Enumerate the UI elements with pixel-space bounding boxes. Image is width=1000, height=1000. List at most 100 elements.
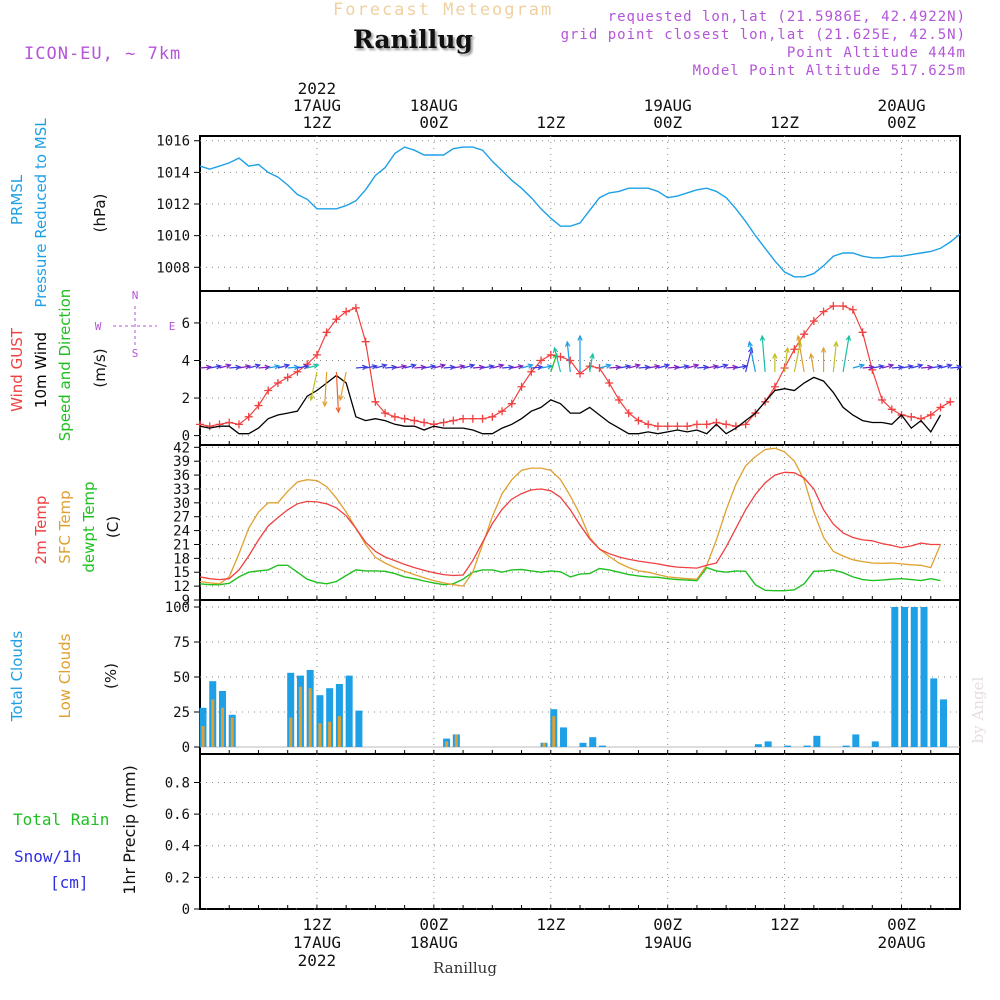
gust-marker [312, 350, 321, 359]
series-wind-gust [199, 305, 951, 427]
gust-marker [692, 420, 701, 429]
wind-arrow [310, 371, 318, 401]
total-clouds-bar [335, 684, 343, 747]
wind-arrowhead [605, 363, 612, 369]
y-tick-label-wind: 4 [182, 353, 190, 369]
grid-point-coords: grid point closest lon,lat (21.625E, 42.… [560, 27, 966, 43]
gust-marker [663, 422, 672, 431]
top-time-label: 00Z [887, 113, 916, 132]
wind-arrowhead [552, 346, 559, 354]
precip-label-rain: Total Rain [13, 810, 109, 829]
wind-arrowhead [478, 364, 486, 371]
wind-arrow [414, 366, 426, 369]
wind-arrow [501, 366, 514, 369]
compass-w: W [95, 320, 102, 333]
wind-arrow [599, 364, 611, 369]
gust-marker [498, 407, 507, 416]
wind-arrowhead [833, 340, 839, 347]
gust-marker [293, 367, 302, 376]
wind-arrowhead [644, 364, 651, 371]
total-clouds-bar [579, 742, 587, 747]
y-tick-label-temp: 15 [173, 565, 190, 581]
y-tick-label-wind: 0 [182, 429, 190, 445]
y-tick-label-temp: 24 [173, 524, 190, 540]
wind-arrowhead [888, 363, 895, 369]
wind-arrowhead [508, 364, 515, 371]
top-time-label: 20AUG [877, 96, 925, 115]
gust-marker [839, 302, 848, 311]
bottom-time-label: 17AUG [293, 933, 341, 952]
wind-arrow [433, 364, 446, 369]
wind-arrow [609, 366, 621, 369]
top-time-label: 00Z [653, 113, 682, 132]
wind-arrowhead [469, 363, 476, 369]
wind-arrowhead [732, 364, 739, 371]
wind-arrowhead [693, 363, 700, 369]
gust-marker [244, 412, 253, 421]
y-tick-label-precip: 0.6 [165, 807, 190, 823]
wind-arrowhead [615, 364, 622, 371]
gust-marker [653, 422, 662, 431]
wind-arrow [745, 347, 753, 373]
low-clouds-bar [220, 707, 224, 747]
requested-coords: requested lon,lat (21.5986E, 42.4922N) [607, 9, 966, 25]
wind-arrow [339, 371, 347, 401]
wind-arrowhead [254, 363, 262, 369]
gust-marker [478, 414, 487, 423]
wind-arrowhead [907, 364, 914, 370]
gust-marker [459, 414, 468, 423]
compass-e: E [169, 320, 176, 333]
wind-arrowhead [820, 346, 827, 353]
total-clouds-bar [871, 741, 879, 747]
gust-marker [488, 412, 497, 421]
wind-arrow [335, 371, 340, 413]
total-clouds-bar [355, 710, 363, 747]
y-tick-label-temp: 18 [173, 551, 190, 567]
wind-arrow [219, 364, 231, 369]
temp-label-dewpt: dewpt Temp [80, 481, 98, 572]
gust-marker [809, 317, 818, 326]
low-clouds-bar [298, 686, 302, 747]
wind-arrowhead [946, 363, 953, 369]
wind-arrow [324, 371, 328, 407]
low-clouds-bar [454, 734, 458, 747]
wind-arrow [355, 366, 367, 369]
wind-arrow [706, 365, 718, 369]
total-clouds-bar [910, 607, 918, 747]
wind-arrowhead [772, 352, 778, 359]
gust-marker [683, 422, 692, 431]
wind-arrow [307, 364, 319, 369]
wind-arrow [550, 353, 558, 373]
credit: by Angel [969, 676, 987, 743]
gust-marker [410, 416, 419, 425]
wind-arrow [482, 365, 494, 369]
wind-arrowhead [459, 364, 466, 370]
total-clouds-bar [813, 735, 821, 747]
y-tick-label-wind: 6 [182, 316, 190, 332]
wind-arrowhead [400, 364, 408, 370]
gust-marker [371, 397, 380, 406]
gust-marker [215, 420, 224, 429]
y-tick-label-pressure: 1008 [156, 260, 190, 276]
wind-arrow [209, 365, 221, 369]
wind-arrowhead [808, 352, 815, 359]
clouds-label-total: Total Clouds [8, 631, 26, 723]
wind-arrow [891, 366, 903, 369]
footer-location: Ranillug [433, 959, 497, 977]
wind-arrowhead [589, 352, 595, 359]
gust-marker [449, 416, 458, 425]
y-tick-label-clouds: 0 [182, 740, 190, 756]
gust-marker [673, 422, 682, 431]
y-tick-label-pressure: 1016 [156, 134, 190, 150]
y-tick-label-pressure: 1014 [156, 165, 190, 181]
wind-arrowhead [917, 363, 924, 369]
wind-arrowhead [391, 364, 398, 371]
gust-marker [537, 356, 546, 365]
wind-arrow [404, 364, 416, 369]
wind-arrow [453, 365, 465, 369]
y-tick-label-temp: 42 [173, 440, 190, 456]
gust-marker [614, 395, 623, 404]
wind-arrow [618, 365, 631, 369]
wind-arrow [832, 341, 837, 373]
